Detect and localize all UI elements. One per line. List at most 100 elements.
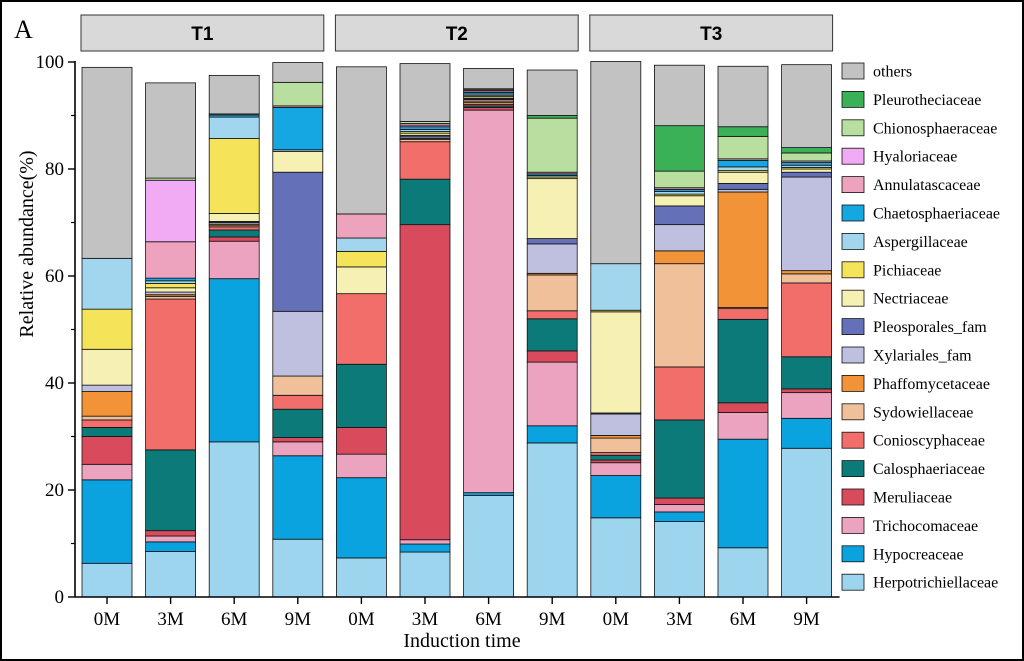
legend-swatch — [841, 374, 865, 392]
bar-segment-meruliaceae — [399, 224, 451, 541]
y-tick-label: 60 — [45, 266, 64, 287]
bar-segment-pichiaceae — [208, 138, 260, 214]
bar-segment-conioscyphaceae — [399, 141, 451, 180]
bar-segment-pichiaceae — [145, 283, 197, 289]
bar-segment-herpotrichiellaceae — [272, 538, 324, 598]
legend-label: Conioscyphaceae — [873, 433, 985, 450]
bar-segment-conioscyphaceae — [272, 394, 324, 410]
bar-segment-phaffomycetaceae — [781, 270, 832, 275]
legend-swatch — [841, 403, 865, 421]
y-tick-label: 40 — [45, 373, 64, 394]
legend-swatch — [841, 147, 865, 165]
bar-segment-nectriaceae — [208, 213, 260, 222]
x-tick-label: 3M — [666, 609, 693, 630]
bar-segment-xylariales-fam — [781, 176, 832, 272]
legend-label: Aspergillaceae — [873, 234, 968, 251]
legend-swatch — [841, 261, 865, 279]
legend-label: Nectriaceae — [873, 291, 948, 308]
bar-segment-hypocreaceae — [654, 511, 705, 522]
y-tick-label: 80 — [45, 159, 64, 180]
bar-segment-nectriaceae — [335, 266, 387, 295]
legend-label: Calosphaeriaceae — [873, 461, 985, 478]
bar-segment-nectriaceae — [590, 311, 642, 414]
bar-segment-calosphaeriaceae — [145, 449, 197, 532]
bar-segment-pleurotheciaceae — [526, 115, 578, 119]
bar-segment-others — [463, 68, 515, 90]
bar-segment-hypocreaceae — [781, 417, 832, 449]
bar-segment-aspergillaceae — [335, 237, 387, 252]
bar-segment-conioscyphaceae — [208, 226, 260, 231]
bar-segment-trichocomaceae — [335, 453, 387, 479]
legend-label: Pichiaceae — [873, 262, 941, 279]
x-tick-label: 0M — [94, 609, 121, 630]
bar-segment-trichocomaceae — [590, 462, 642, 476]
bar-segment-hypocreaceae — [81, 479, 133, 564]
bar-segment-others — [335, 66, 387, 215]
x-tick-label: 3M — [157, 609, 184, 630]
bar-segment-meruliaceae — [717, 402, 769, 413]
legend-label: Sydowiellaceae — [873, 404, 973, 421]
bar-segment-hypocreaceae — [717, 438, 769, 549]
bar-segment-meruliaceae — [590, 459, 642, 464]
legend-swatch — [841, 62, 865, 80]
bar-segment-trichocomaceae — [399, 539, 451, 545]
bar-segment-herpotrichiellaceae — [463, 494, 515, 598]
bar-segment-nectriaceae — [526, 178, 578, 239]
bar-segment-calosphaeriaceae — [208, 229, 260, 238]
bar-segment-pleosporales-fam — [526, 238, 578, 245]
bar-segment-pleurotheciaceae — [717, 126, 769, 137]
bar-segment-hyaloriaceae — [145, 179, 197, 243]
bar-segment-herpotrichiellaceae — [717, 547, 769, 598]
bar-segment-trichocomaceae — [717, 412, 769, 440]
bar-segment-others — [399, 63, 451, 122]
bar-segment-pichiaceae — [81, 308, 133, 350]
group-header-box — [589, 14, 834, 52]
bar-segment-meruliaceae — [463, 107, 515, 111]
bar-segment-trichocomaceae — [272, 441, 324, 457]
bar-segment-nectriaceae — [272, 150, 324, 173]
legend-swatch — [841, 346, 865, 364]
bar-segment-chaetosphaeriaceae — [272, 107, 324, 151]
x-tick-label: 3M — [412, 609, 439, 630]
y-tick-label: 0 — [55, 587, 65, 608]
bar-segment-hypocreaceae — [526, 425, 578, 444]
x-axis-title: Induction time — [403, 630, 520, 652]
bar-segment-herpotrichiellaceae — [208, 441, 260, 598]
bar-segment-sydowiellaceae — [590, 437, 642, 453]
bar-segment-others — [717, 65, 769, 128]
bar-segment-herpotrichiellaceae — [654, 521, 705, 598]
bar-segment-trichocomaceae — [654, 504, 705, 513]
bar-segment-conioscyphaceae — [526, 310, 578, 320]
legend-swatch — [841, 91, 865, 108]
bar-segment-nectriaceae — [654, 195, 705, 207]
bar-segment-meruliaceae — [81, 436, 133, 465]
x-tick-label: 9M — [793, 609, 820, 630]
legend-label: Xylariales_fam — [873, 348, 972, 365]
legend-label: Phaffomycetaceae — [873, 376, 990, 393]
x-tick-label: 0M — [603, 609, 630, 630]
bar-segment-pleurotheciaceae — [654, 125, 705, 172]
bar-segment-conioscyphaceae — [717, 308, 769, 320]
bar-segment-annulatascaceae — [335, 213, 387, 239]
bar-segment-hypocreaceae — [590, 475, 642, 519]
legend-swatch — [841, 318, 865, 336]
x-tick-label: 6M — [221, 609, 248, 630]
bar-segment-chaetosphaeriaceae — [717, 160, 769, 168]
bar-segment-others — [208, 74, 260, 115]
bar-segment-pleurotheciaceae — [781, 147, 832, 154]
bar-segment-trichocomaceae — [81, 463, 133, 481]
bar-segment-meruliaceae — [272, 437, 324, 443]
bar-segment-trichocomaceae — [526, 361, 578, 427]
bar-segment-meruliaceae — [208, 236, 260, 242]
bar-segment-pleosporales-fam — [654, 205, 705, 226]
group-header-label: T2 — [446, 24, 468, 45]
legend-swatch — [841, 573, 865, 591]
bar-segment-calosphaeriaceae — [335, 363, 387, 428]
bar-segment-conioscyphaceae — [81, 419, 133, 428]
bar-segment-chaetosphaeriaceae — [145, 277, 197, 282]
bar-segment-calosphaeriaceae — [781, 356, 832, 390]
bar-segment-calosphaeriaceae — [590, 454, 642, 461]
bar-segment-calosphaeriaceae — [81, 427, 133, 437]
bar-segment-chaetosphaeriaceae — [781, 162, 832, 166]
